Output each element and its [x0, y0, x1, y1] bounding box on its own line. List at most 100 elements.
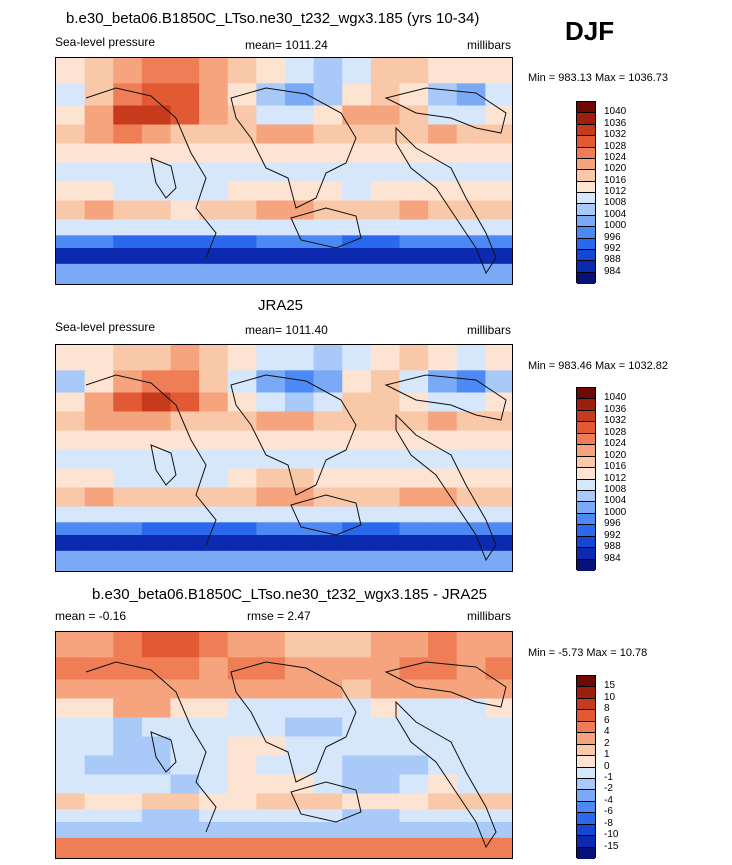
coastline	[395, 700, 497, 849]
field-cell	[342, 822, 372, 839]
field-cell	[370, 522, 401, 536]
field-cell	[399, 105, 429, 126]
field-cell	[256, 679, 286, 700]
field-cell	[113, 822, 143, 839]
field-cell	[56, 370, 86, 394]
coastline	[290, 207, 362, 249]
colorbar-swatch	[577, 479, 595, 491]
field-cell	[56, 679, 86, 700]
field-cell	[456, 774, 486, 795]
field-cell	[170, 263, 200, 284]
field-cell	[170, 181, 200, 202]
field-cell	[342, 679, 372, 700]
field-cell	[313, 468, 343, 489]
field-cell	[399, 181, 429, 202]
field-cell	[141, 736, 172, 757]
field-cell	[399, 679, 429, 700]
field-cell	[370, 200, 401, 221]
field-cell	[456, 535, 486, 552]
field-cell	[399, 506, 429, 523]
field-cell	[342, 58, 372, 84]
field-cell	[199, 717, 229, 738]
field-cell	[428, 698, 458, 719]
field-cell	[256, 124, 286, 145]
field-cell	[485, 105, 512, 126]
field-cell	[313, 535, 343, 552]
field-cell	[456, 124, 486, 145]
coastline	[150, 731, 177, 773]
colorbar-swatch	[577, 733, 595, 745]
field-cell	[285, 83, 315, 107]
field-cell	[399, 411, 429, 432]
field-cell	[141, 717, 172, 738]
field-cell	[370, 58, 401, 84]
field-cell	[56, 755, 86, 776]
colorbar-label: -15	[604, 840, 619, 852]
colorbar-swatch	[577, 388, 595, 400]
field-cell	[170, 392, 200, 413]
colorbar-label: 1040	[604, 106, 627, 118]
field-cell	[199, 105, 229, 126]
field-cell	[285, 755, 315, 776]
colorbar-label: 10	[604, 691, 616, 703]
field-cell	[170, 698, 200, 719]
field-cell	[199, 535, 229, 552]
field-cell	[56, 235, 86, 249]
field-cell	[141, 411, 172, 432]
field-cell	[56, 550, 86, 571]
field-cell	[313, 632, 343, 658]
field-cell	[227, 468, 257, 489]
coastline	[384, 661, 507, 708]
colorbar-swatch	[577, 124, 595, 137]
field-cell	[56, 219, 86, 236]
field-cell	[285, 793, 315, 810]
field-cell	[113, 632, 143, 658]
field-cell	[227, 679, 257, 700]
field-cell	[456, 657, 486, 681]
field-cell	[56, 522, 86, 536]
field-cell	[199, 822, 229, 839]
field-cell	[141, 550, 172, 571]
field-cell	[227, 105, 257, 126]
field-cell	[256, 83, 286, 107]
field-cell	[141, 774, 172, 795]
field-cell	[285, 370, 315, 394]
field-cell	[256, 487, 286, 508]
field-cell	[141, 535, 172, 552]
field-cell	[84, 58, 114, 84]
field-cell	[285, 487, 315, 508]
field-cell	[56, 449, 86, 470]
field-cell	[113, 550, 143, 571]
field-cell	[56, 793, 86, 810]
field-cell	[370, 370, 401, 394]
field-cell	[370, 430, 401, 451]
field-cell	[227, 717, 257, 738]
field-cell	[84, 837, 114, 858]
field-cell	[456, 698, 486, 719]
field-cell	[485, 370, 512, 394]
field-cell	[227, 162, 257, 183]
field-cell	[113, 449, 143, 470]
field-cell	[141, 58, 172, 84]
panel-1-map	[55, 57, 513, 285]
colorbar-swatch	[577, 778, 595, 791]
field-cell	[456, 837, 486, 858]
colorbar-label: 1	[604, 749, 610, 761]
field-cell	[485, 822, 512, 839]
field-cell	[399, 200, 429, 221]
field-cell	[199, 219, 229, 236]
colorbar-label: -4	[604, 794, 613, 806]
colorbar-swatch	[577, 790, 595, 802]
field-cell	[342, 83, 372, 107]
field-cell	[170, 124, 200, 145]
field-cell	[256, 430, 286, 451]
colorbar-label: 1016	[604, 461, 627, 473]
field-cell	[285, 522, 315, 536]
field-cell	[113, 487, 143, 508]
field-cell	[84, 181, 114, 202]
field-cell	[313, 698, 343, 719]
field-cell	[141, 248, 172, 265]
field-cell	[227, 487, 257, 508]
field-cell	[285, 181, 315, 202]
coastline	[395, 126, 497, 275]
